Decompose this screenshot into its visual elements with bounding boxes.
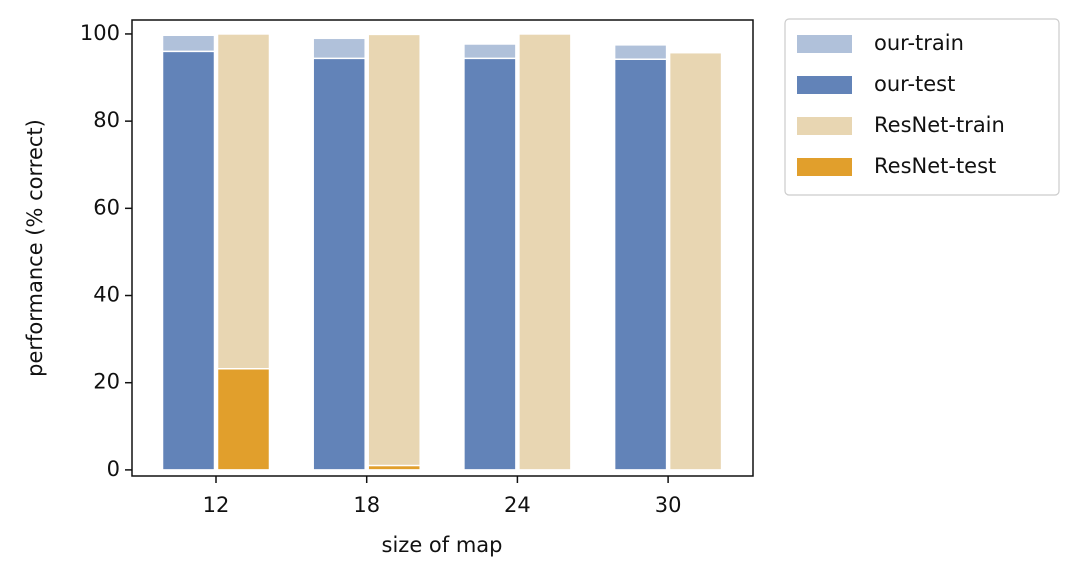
legend-label: our-test	[874, 72, 955, 96]
legend-swatch	[797, 117, 852, 135]
y-tick-label: 60	[93, 195, 120, 219]
x-tick-label: 18	[353, 493, 380, 517]
y-tick-label: 0	[107, 457, 120, 481]
legend-swatch	[797, 158, 852, 176]
y-tick-label: 80	[93, 108, 120, 132]
bar	[463, 57, 517, 471]
legend-label: ResNet-test	[874, 154, 996, 178]
bar	[161, 50, 216, 471]
plot-frame	[131, 19, 754, 477]
bar	[518, 33, 572, 471]
x-tick-label: 30	[655, 493, 682, 517]
y-axis-label: performance (% correct)	[23, 119, 47, 377]
bar	[668, 51, 723, 471]
legend-frame	[784, 18, 1060, 196]
legend-label: ResNet-train	[874, 113, 1005, 137]
y-tick-label: 20	[93, 370, 120, 394]
legend-label: our-train	[874, 31, 964, 55]
x-axis-label: size of map	[382, 533, 503, 557]
x-tick-label: 12	[203, 493, 230, 517]
legend-swatch	[797, 35, 852, 53]
y-tick-label: 40	[93, 283, 120, 307]
legend-swatch	[797, 76, 852, 94]
y-tick-label: 100	[80, 21, 120, 45]
bar	[367, 464, 421, 471]
bar	[216, 368, 271, 471]
x-tick-label: 24	[504, 493, 531, 517]
bar	[613, 58, 668, 471]
bar	[367, 33, 421, 471]
bar	[312, 57, 366, 471]
